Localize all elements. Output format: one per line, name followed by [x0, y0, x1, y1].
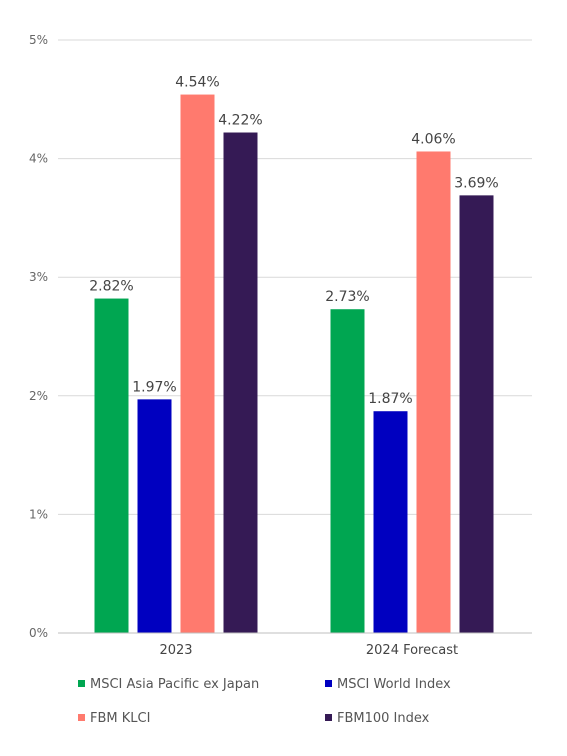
legend-label: FBM KLCI [90, 711, 150, 726]
data-label: 1.87% [368, 391, 412, 407]
bars [94, 94, 494, 633]
x-tick-label: 2024 Forecast [366, 643, 458, 658]
data-labels: 2.82% 2.73% 1.97% 1.87% 4.54% 4.06% 4.22% 3.69% [89, 75, 498, 408]
data-label: 3.69% [454, 175, 498, 191]
data-label: 2.82% [89, 279, 133, 295]
data-label: 2.73% [325, 289, 369, 305]
bar [330, 309, 365, 633]
legend-label: FBM100 Index [337, 711, 430, 726]
bar [94, 298, 129, 633]
data-label: 4.06% [411, 131, 455, 147]
y-tick-label: 0% [29, 626, 48, 640]
bar [459, 195, 494, 633]
y-tick-label: 4% [29, 152, 48, 166]
legend-item: MSCI World Index [325, 677, 451, 692]
bar [373, 411, 408, 633]
legend-swatch [78, 714, 85, 721]
y-tick-label: 2% [29, 389, 48, 403]
y-tick-label: 1% [29, 507, 48, 521]
x-axis: 2023 2024 Forecast [58, 632, 532, 658]
bar [223, 132, 258, 633]
bar [180, 94, 215, 633]
y-tick-label: 5% [29, 33, 48, 47]
x-tick-label: 2023 [159, 643, 192, 658]
bar [416, 151, 451, 633]
legend: MSCI Asia Pacific ex Japan MSCI World Ind… [78, 677, 451, 726]
legend-swatch [325, 680, 332, 687]
legend-item: MSCI Asia Pacific ex Japan [78, 677, 259, 692]
data-label: 4.22% [218, 113, 262, 129]
y-tick-label: 3% [29, 270, 48, 284]
legend-swatch [78, 680, 85, 687]
legend-item: FBM100 Index [325, 711, 430, 726]
bar [137, 399, 172, 633]
legend-label: MSCI Asia Pacific ex Japan [90, 677, 259, 692]
legend-label: MSCI World Index [337, 677, 451, 692]
data-label: 4.54% [175, 75, 219, 91]
y-axis-tick-labels: 0% 1% 2% 3% 4% 5% [29, 33, 48, 640]
data-label: 1.97% [132, 379, 176, 395]
legend-item: FBM KLCI [78, 711, 150, 726]
gridlines [58, 39, 532, 515]
legend-swatch [325, 714, 332, 721]
